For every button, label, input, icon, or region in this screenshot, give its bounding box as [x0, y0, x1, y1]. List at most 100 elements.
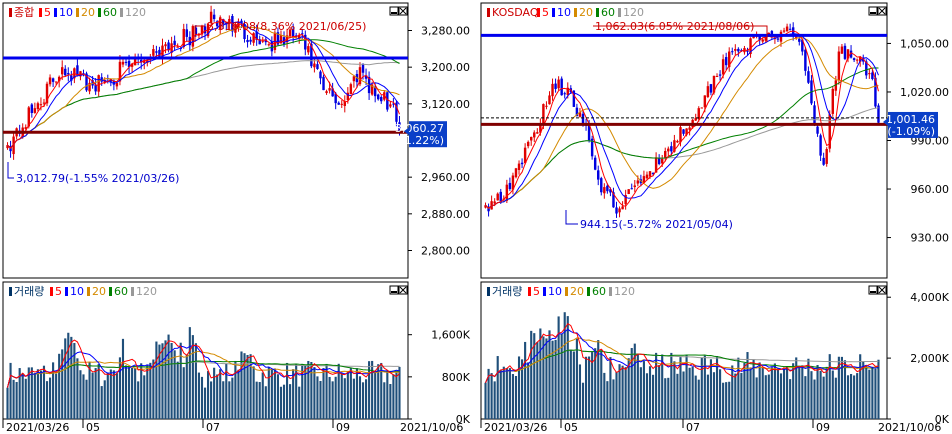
price-ytick-label: 3,120.00 — [421, 98, 470, 111]
volume-bar — [566, 316, 569, 419]
volume-bar — [118, 357, 122, 419]
volume-bar — [328, 376, 331, 419]
volume-bar — [319, 380, 322, 419]
candle-body — [618, 208, 621, 213]
close-icon-stroke — [878, 286, 886, 294]
maximize-icon[interactable] — [868, 6, 878, 16]
candle-body — [45, 83, 49, 104]
volume-bar — [313, 367, 316, 419]
volume-bar — [33, 373, 36, 419]
legend-swatch — [487, 8, 490, 17]
volume-bar — [115, 373, 118, 419]
candle-body — [297, 35, 301, 39]
volume-bar — [761, 367, 764, 419]
legend-swatch — [120, 8, 123, 17]
volume-bar — [548, 330, 551, 419]
volume-bar — [770, 367, 773, 419]
candle-body — [840, 46, 844, 54]
volume-bar — [383, 382, 386, 419]
legend-label: 120 — [136, 285, 157, 298]
candle-body — [517, 163, 521, 170]
candle-body — [590, 138, 594, 157]
volume-bar — [795, 357, 798, 419]
candle-body — [258, 39, 261, 45]
volume-bar — [61, 349, 64, 419]
candle-body — [112, 80, 116, 85]
volume-bar — [557, 316, 560, 419]
candle-body — [828, 114, 831, 149]
candle-body — [291, 29, 295, 38]
candle-body — [270, 41, 274, 52]
volume-bar — [243, 353, 246, 419]
candle-body — [542, 104, 545, 126]
candle-body — [243, 23, 246, 40]
volume-bar — [822, 376, 825, 419]
volume-bar — [346, 370, 349, 419]
candle-body — [871, 72, 874, 80]
volume-bar — [840, 356, 843, 419]
candle-body — [161, 45, 164, 58]
price-ytick-label: 930.00 — [911, 232, 950, 245]
candle-body — [42, 102, 46, 104]
candle-body — [539, 123, 542, 133]
low-annotation-leader — [565, 210, 578, 225]
candle-body — [533, 132, 536, 138]
candle-body — [563, 93, 566, 95]
volume-bar — [499, 370, 502, 419]
legend-swatch — [98, 8, 101, 17]
candle-body — [874, 77, 877, 107]
volume-bar — [85, 379, 88, 419]
candle-body — [386, 92, 389, 110]
volume-bar — [210, 381, 213, 419]
volume-bar — [530, 330, 533, 419]
volume-bar — [52, 362, 55, 419]
maximize-icon[interactable] — [389, 285, 399, 295]
volume-bar — [170, 342, 173, 419]
volume-bar — [325, 363, 328, 419]
volume-bars — [484, 312, 880, 419]
candle-body — [700, 107, 704, 109]
volume-bar — [76, 358, 79, 419]
volume-bar — [682, 371, 685, 419]
volume-bar — [358, 376, 362, 419]
volume-bar — [15, 381, 18, 419]
candle-body — [816, 126, 819, 134]
candle-body — [831, 88, 835, 114]
volume-bar — [630, 348, 633, 419]
volume-bar — [55, 373, 58, 419]
maximize-icon[interactable] — [868, 285, 878, 295]
volume-bar — [746, 352, 749, 419]
volume-bar — [728, 381, 731, 419]
candle-body — [325, 91, 328, 94]
volume-bar — [64, 338, 67, 419]
legend-swatch — [65, 287, 68, 296]
volume-bar — [533, 333, 536, 419]
volume-bar — [289, 384, 292, 419]
volume-bar — [191, 335, 194, 419]
maximize-icon[interactable] — [389, 6, 399, 16]
candle-body — [164, 44, 167, 47]
volume-bar — [94, 368, 97, 419]
candle-body — [121, 61, 125, 65]
volume-bar — [121, 338, 125, 419]
price-ytick-label: 2,960.00 — [421, 171, 470, 184]
candle-body — [364, 75, 368, 79]
ma-5-line — [485, 30, 879, 209]
legend-swatch — [54, 8, 57, 17]
candle-body — [182, 28, 185, 48]
candle-body — [319, 71, 322, 79]
candle-body — [64, 68, 67, 76]
volume-bar — [591, 351, 594, 419]
ma-20-line — [485, 37, 879, 209]
volume-bar — [219, 369, 222, 419]
legend-label: 10 — [548, 285, 562, 298]
volume-bar — [364, 379, 368, 419]
volume-bar — [804, 376, 807, 419]
price-plot-frame — [2, 2, 409, 279]
volume-bar — [295, 363, 298, 419]
candle-body — [560, 78, 563, 96]
volume-bar — [222, 381, 225, 419]
candle-body — [791, 27, 795, 37]
volume-bar — [322, 368, 325, 419]
candle-body — [536, 132, 539, 134]
